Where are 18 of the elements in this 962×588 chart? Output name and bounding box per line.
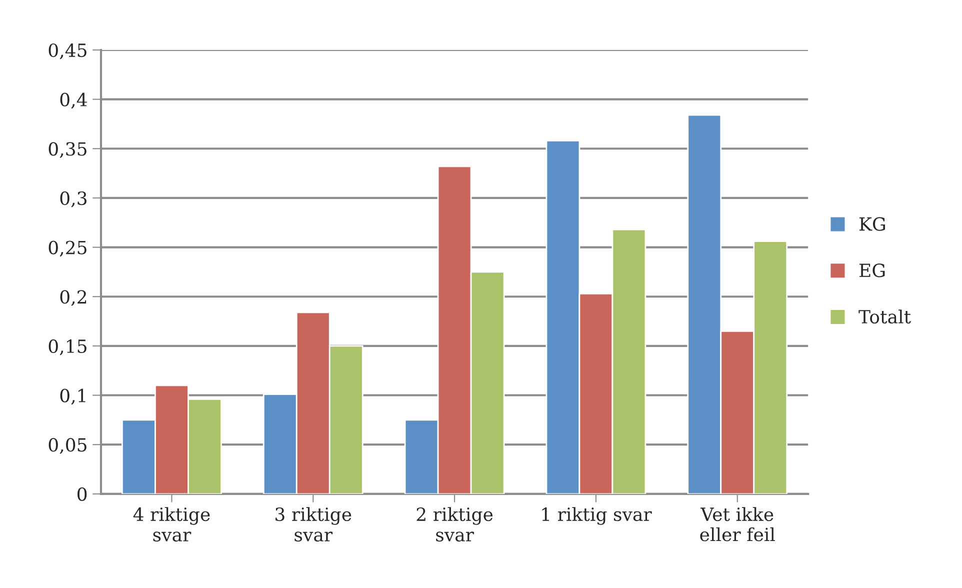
x-tick-label: 1 riktig svar — [542, 507, 652, 525]
y-tick-label: 0,15 — [48, 339, 86, 356]
legend-label: EG — [859, 264, 885, 278]
y-tick-label: 0,05 — [48, 438, 86, 454]
y-tick-label: 0,1 — [60, 388, 86, 405]
y-tick-label: 0,45 — [48, 43, 86, 60]
x-tick-label: 4 riktige svar — [133, 507, 210, 542]
legend-label: Totalt — [858, 310, 911, 324]
legend-label: KG — [859, 217, 885, 231]
y-tick-label: 0,35 — [48, 142, 86, 158]
y-tick-label: 0,25 — [48, 240, 86, 257]
x-tick-label: 2 riktige svar — [416, 507, 493, 542]
y-tick-label: 0,4 — [60, 92, 87, 109]
x-tick-label: Vet ikke eller feil — [700, 507, 775, 542]
x-tick-label: 3 riktige svar — [276, 507, 352, 542]
y-tick-label: 0,2 — [60, 290, 86, 306]
y-tick-label: 0,3 — [60, 191, 86, 208]
y-tick-label: 0 — [78, 487, 87, 502]
